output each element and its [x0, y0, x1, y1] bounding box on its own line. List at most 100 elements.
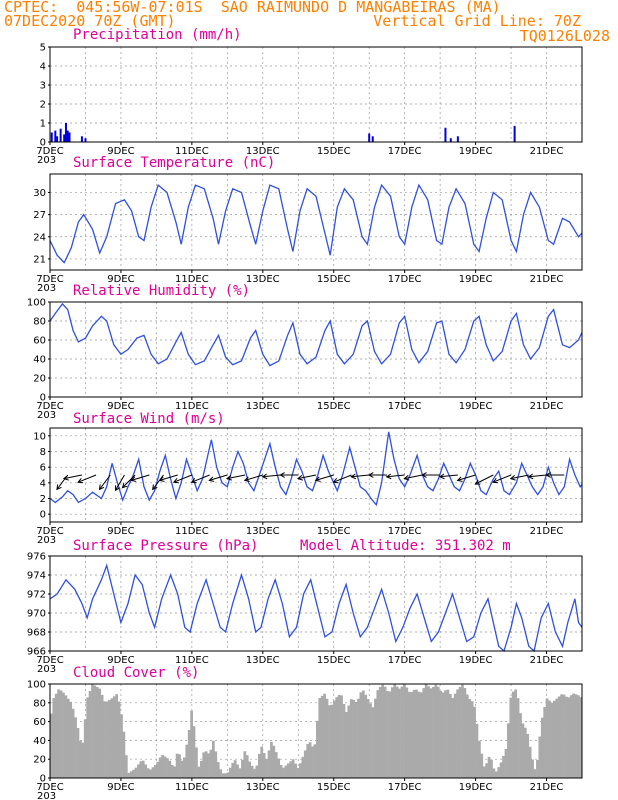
wind-arrow: [122, 474, 136, 488]
wind-arrow: [404, 474, 423, 480]
precipitation-frame: [49, 46, 583, 143]
precipitation-xtick-label: 9DEC: [107, 146, 134, 157]
wind-arrow: [528, 474, 547, 478]
cloud-cover-bar: [388, 691, 392, 778]
wind-arrow: [63, 474, 83, 480]
cloud-cover-bar: [395, 686, 399, 778]
cloud-cover-bar: [231, 762, 235, 778]
cloud-cover-bar: [76, 728, 80, 778]
cloud-cover-bar: [163, 756, 167, 778]
cloud-cover-bar: [59, 690, 63, 778]
cloud-cover-bar: [412, 689, 416, 778]
cloud-cover-bar: [449, 693, 452, 778]
cloud-cover-bar: [427, 686, 430, 778]
pressure-xtick-label: 7DEC: [36, 655, 63, 666]
humidity-xtick-label: 21DEC: [530, 401, 564, 412]
wind-arrow: [226, 474, 246, 480]
humidity-xtick-label: 11DEC: [175, 401, 209, 412]
wind-arrow: [159, 474, 178, 481]
cloud-cover-bar: [248, 761, 252, 778]
wind-arrow-head: [438, 473, 445, 480]
temperature-xtick-label: 17DEC: [388, 274, 422, 285]
cloud-cover-bar: [550, 702, 554, 778]
temperature-ytick-label: 21: [33, 254, 46, 265]
cloud-cover-bar: [110, 698, 114, 778]
cloud-cover-bar: [497, 767, 501, 778]
temperature-xtick-label: 15DEC: [317, 274, 351, 285]
wind-arrow: [333, 474, 352, 483]
wind-arrow-head: [243, 476, 250, 482]
wind-ytick-label: 2: [40, 494, 46, 505]
cloud-cover-bar: [565, 696, 568, 778]
cloud-cover-bar: [219, 769, 222, 778]
wind-arrow-head: [314, 476, 321, 482]
wind-xtick-label: 19DEC: [459, 526, 493, 537]
cloud-cover-bar: [153, 765, 157, 778]
humidity-series-line: [49, 302, 583, 367]
wind-arrow-head: [296, 475, 303, 481]
cloud-cover-bar: [105, 701, 109, 778]
temperature-xtick-label: 19DEC: [459, 274, 493, 285]
cloud-cover-bar: [468, 699, 472, 778]
wind-arrow-head: [77, 478, 84, 484]
cloud-cover-bar: [253, 768, 256, 778]
cloud-cover-bar: [337, 695, 341, 778]
cloud-cover-bar: [195, 747, 198, 778]
wind-arrow: [386, 474, 405, 478]
header-date: 07DEC2020 70Z (GMT): [4, 12, 176, 30]
cloud-cover-xtick-label: 19DEC: [459, 782, 493, 793]
model-altitude: Model Altitude: 351.302 m: [300, 538, 511, 554]
cloud-cover-bar: [458, 686, 462, 778]
cloud-cover-bar: [494, 771, 498, 778]
cloud-cover-bar: [243, 751, 247, 778]
cloud-cover-bar: [347, 705, 351, 778]
pressure-xtick-label: 13DEC: [246, 655, 280, 666]
cloud-cover-bar: [91, 684, 94, 778]
cloud-cover-bar: [279, 764, 283, 778]
temperature-ytick-label: 24: [33, 232, 46, 243]
temperature-ytick-label: 27: [33, 210, 46, 221]
cloud-cover-bar: [574, 694, 578, 778]
wind-arrow-head: [545, 472, 551, 478]
wind-arrow: [297, 474, 317, 480]
cloud-cover-bar: [461, 684, 464, 778]
cloud-cover-bar: [95, 687, 99, 778]
temperature-ytick-label: 30: [33, 188, 46, 199]
cloud-cover-bar: [381, 684, 385, 778]
pressure-corner-label: 203: [37, 664, 56, 675]
cloud-cover-bar: [400, 686, 404, 778]
panel-title-pressure: Surface Pressure (hPa): [73, 538, 259, 554]
cloud-cover-bar: [187, 729, 191, 778]
cloud-cover-bar: [212, 740, 215, 778]
wind-arrow-head: [114, 485, 121, 492]
cloud-cover-bar: [340, 695, 343, 778]
cloud-cover-bar: [557, 696, 561, 778]
temperature-xtick-label: 13DEC: [246, 274, 280, 285]
cloud-cover-bar: [451, 697, 455, 778]
cloud-cover-bar: [526, 733, 530, 778]
cloud-cover-bar: [482, 766, 486, 778]
cloud-cover-bar: [424, 684, 428, 778]
cloud-cover-bar: [255, 765, 259, 778]
cloud-cover-bar: [185, 744, 189, 778]
cloud-cover-bar: [192, 726, 196, 778]
cloud-cover-bar: [325, 698, 329, 778]
pressure-ytick-label: 972: [27, 590, 46, 601]
cloud-cover-bar: [50, 713, 53, 778]
cloud-cover-bar: [436, 686, 440, 778]
cloud-cover-bar: [124, 755, 128, 778]
cloud-cover-bar: [531, 759, 534, 778]
humidity-xtick-label: 17DEC: [388, 401, 422, 412]
cloud-cover-bar: [502, 755, 505, 778]
panel-title-cloud-cover: Cloud Cover (%): [73, 665, 200, 681]
cloud-cover-bar: [139, 761, 143, 778]
cloud-cover-ytick-label: 80: [33, 698, 46, 709]
wind-ytick-label: 6: [40, 463, 46, 474]
precipitation-xtick-label: 17DEC: [388, 146, 422, 157]
wind-arrow-head: [190, 478, 197, 484]
precipitation-xtick-label: 21DEC: [530, 146, 564, 157]
cloud-cover-bar: [158, 757, 162, 778]
cloud-cover-bar: [241, 759, 244, 778]
cloud-cover-ytick-label: 60: [33, 717, 46, 728]
cloud-cover-bar: [161, 754, 164, 778]
